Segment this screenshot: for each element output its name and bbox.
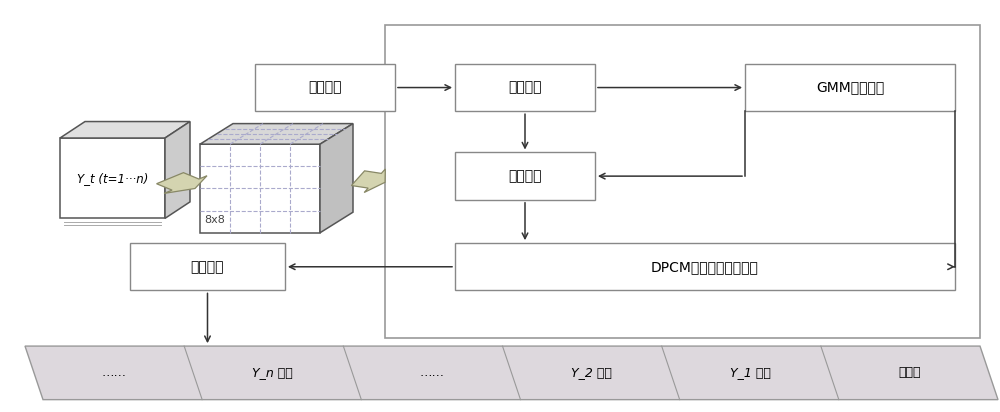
Text: Y_2 码流: Y_2 码流 (571, 366, 612, 379)
Bar (455, 243, 955, 290)
Text: 8x8: 8x8 (204, 215, 225, 225)
Polygon shape (25, 346, 998, 400)
Text: Y_n 码流: Y_n 码流 (252, 366, 293, 379)
Text: Y_1 码流: Y_1 码流 (730, 366, 771, 379)
Polygon shape (200, 144, 320, 233)
Bar (130, 243, 285, 290)
Text: 码流合并: 码流合并 (191, 260, 224, 274)
FancyArrow shape (157, 173, 207, 193)
Text: 图像分块: 图像分块 (308, 81, 342, 94)
FancyArrow shape (351, 169, 385, 192)
Polygon shape (60, 138, 165, 218)
Text: Y_t (t=1···n): Y_t (t=1···n) (77, 172, 148, 185)
Text: 去均値化: 去均値化 (508, 81, 542, 94)
Polygon shape (60, 122, 190, 138)
Bar (745, 64, 955, 111)
Bar (255, 64, 395, 111)
Text: 标量量化: 标量量化 (508, 169, 542, 183)
Text: ……: …… (419, 366, 444, 379)
Text: 头信息: 头信息 (898, 366, 921, 379)
Bar (385, 25, 980, 338)
Polygon shape (200, 124, 353, 144)
Text: GMM压缩算法: GMM压缩算法 (816, 81, 884, 94)
Bar (455, 64, 595, 111)
Text: ……: …… (101, 366, 126, 379)
Bar (455, 152, 595, 200)
Polygon shape (320, 124, 353, 233)
Polygon shape (165, 122, 190, 218)
Text: DPCM差分编码与熵编码: DPCM差分编码与熵编码 (651, 260, 759, 274)
